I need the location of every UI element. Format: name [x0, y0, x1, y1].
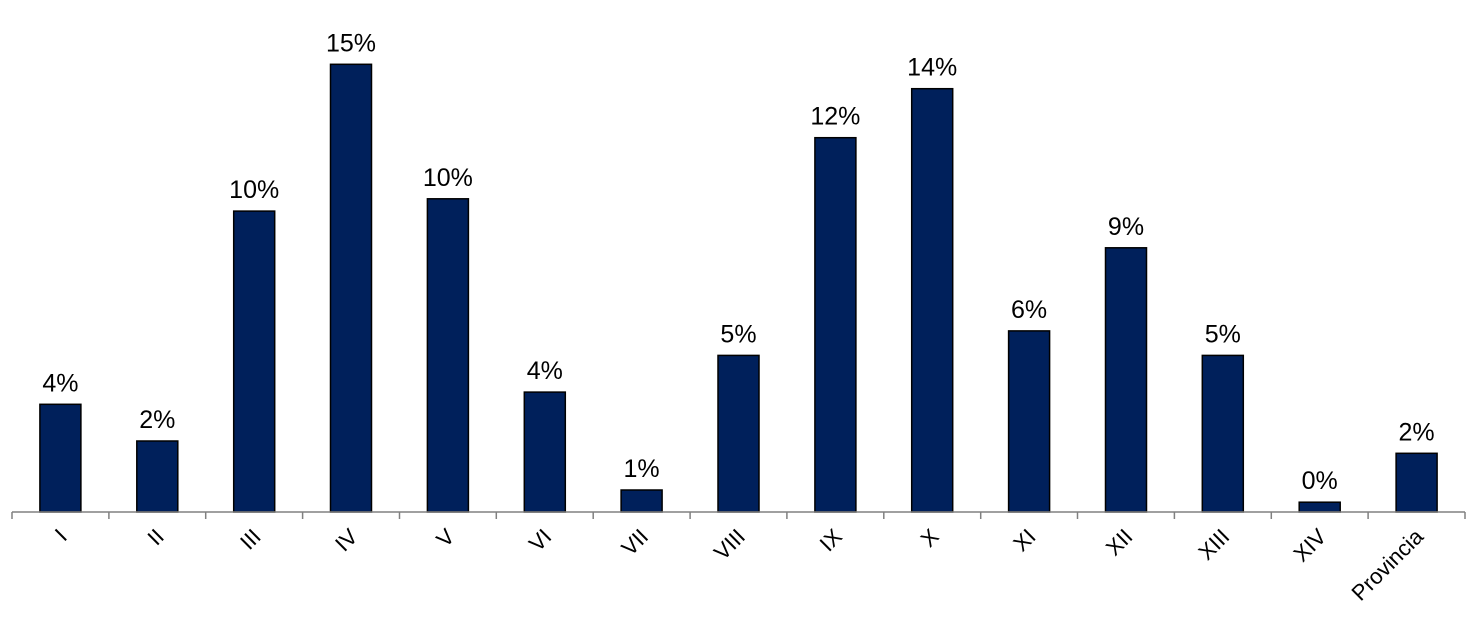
bar-v: [426, 198, 470, 513]
x-tick-labels-group: I II III IV V VI VII VIII IX X XI XII XIII XIV Provinc…: [50, 523, 1429, 605]
bar-viii: [717, 354, 760, 513]
data-label-ix: 12%: [810, 103, 860, 131]
x-axis: [11, 511, 1466, 519]
data-label-xii: 9%: [1108, 213, 1144, 241]
x-tick-label-provincia: Provincia: [1346, 523, 1428, 605]
bar-iii: [232, 210, 276, 513]
bar-provincia: [1395, 452, 1438, 513]
data-label-iv: 15%: [326, 29, 376, 57]
x-tick-label-v: V: [431, 524, 459, 552]
bar-x: [910, 87, 954, 513]
bar-xi: [1007, 330, 1051, 513]
bars-group: [39, 63, 1438, 513]
x-tick-label-iii: III: [235, 524, 266, 555]
data-label-xi: 6%: [1011, 296, 1047, 324]
bar-xii: [1104, 247, 1148, 513]
data-label-vi: 4%: [527, 357, 563, 385]
data-label-vii: 1%: [624, 455, 660, 483]
bar-ix: [814, 136, 857, 513]
bar-xiv: [1298, 501, 1341, 513]
x-tick-label-vii: VII: [616, 524, 653, 561]
bar-ii: [136, 440, 179, 513]
data-label-i: 4%: [42, 369, 78, 397]
x-tick-label-ix: IX: [815, 524, 848, 557]
x-tick-label-xi: XI: [1008, 524, 1040, 556]
x-tick-label-i: I: [50, 524, 72, 546]
x-tick-label-xiv: XIV: [1288, 524, 1331, 567]
x-tick-label-iv: IV: [330, 524, 363, 557]
x-tick-label-ii: II: [143, 524, 169, 550]
data-label-iii: 10%: [229, 176, 279, 204]
x-tick-label-xii: XII: [1101, 524, 1138, 561]
x-tick-label-xiii: XIII: [1193, 524, 1234, 565]
bar-vi: [523, 391, 567, 513]
bar-iv: [329, 63, 373, 513]
data-label-v: 10%: [423, 164, 473, 192]
data-label-viii: 5%: [720, 320, 756, 348]
x-tick-label-x: X: [916, 524, 944, 552]
data-label-xiii: 5%: [1205, 320, 1241, 348]
data-label-x: 14%: [907, 54, 957, 82]
data-labels-group: 4% 2% 10% 15% 10% 4% 1% 5% 12% 14% 6% 9% 5% 0% 2%: [42, 29, 1434, 495]
data-label-provincia: 2%: [1399, 418, 1435, 446]
bar-vii: [620, 489, 663, 513]
x-tick-label-vi: VI: [524, 524, 556, 556]
data-label-ii: 2%: [139, 406, 175, 434]
x-tick-label-viii: VIII: [709, 524, 750, 565]
data-label-xiv: 0%: [1302, 467, 1338, 495]
bar-i: [39, 403, 82, 513]
bar-xiii: [1201, 354, 1245, 513]
